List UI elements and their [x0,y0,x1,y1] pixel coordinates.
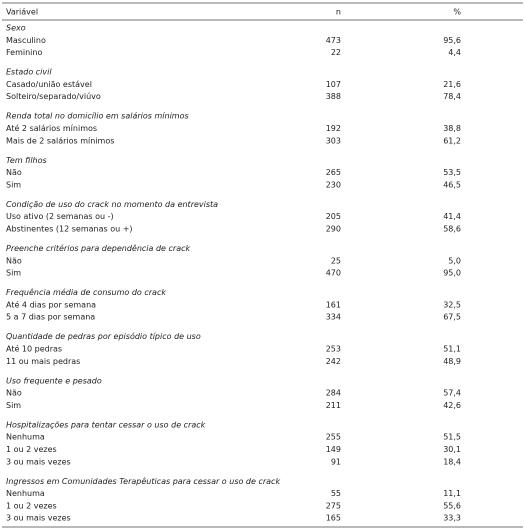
row-n: 290 [326,225,341,234]
group-title: Frequência média de consumo do crack [6,287,166,297]
header-percent: % [453,8,461,17]
row-percent: 57,4 [443,389,461,398]
row-percent: 21,6 [443,80,461,89]
row-percent: 4,4 [448,48,461,57]
row-percent: 67,5 [443,313,461,322]
row-label: Não [6,168,22,177]
group-title: Renda total no domicílio em salários mín… [6,112,189,121]
row-n: 107 [326,80,341,89]
row-label: Uso ativo (2 semanas ou -) [6,212,114,221]
row-percent: 33,3 [443,514,461,523]
row-n: 255 [326,433,341,442]
row-label: Masculino [6,36,46,45]
row-n: 242 [326,357,341,366]
row-n: 470 [326,269,341,278]
group-title: Ingressos em Comunidades Terapêuticas pa… [6,476,280,486]
row-label: 1 ou 2 vezes [6,445,57,454]
row-n: 211 [326,401,341,410]
group-title: Preenche critérios para dependência de c… [6,243,191,253]
row-label: Não [6,389,22,398]
row-label: Nenhuma [6,489,45,498]
row-percent: 51,5 [443,433,461,442]
header-n: n [336,8,341,17]
row-percent: 51,1 [443,345,461,354]
group-title: Condição de uso do crack no momento da e… [6,200,218,209]
row-label: 1 ou 2 vezes [6,501,57,510]
row-percent: 18,4 [443,457,461,466]
row-label: 3 ou mais vezes [6,514,71,523]
row-percent: 95,6 [443,36,461,45]
row-percent: 78,4 [443,92,461,101]
row-label: 11 ou mais pedras [6,357,80,366]
row-percent: 53,5 [443,168,461,177]
row-n: 55 [331,489,341,498]
row-n: 149 [326,445,341,454]
row-n: 334 [326,313,341,322]
row-label: Solteiro/separado/viúvo [6,92,101,101]
row-n: 253 [326,345,341,354]
row-percent: 38,8 [443,124,461,133]
row-n: 25 [331,256,341,265]
row-n: 165 [326,514,341,523]
row-label: Abstinentes (12 semanas ou +) [6,225,133,234]
row-label: 5 a 7 dias por semana [6,313,95,322]
row-percent: 11,1 [443,489,461,498]
row-percent: 95,0 [443,269,461,278]
row-label: 3 ou mais vezes [6,457,71,466]
group-title: Hospitalizações para tentar cessar o uso… [6,420,206,429]
row-n: 22 [331,48,341,57]
row-percent: 61,2 [443,136,461,145]
group-title: Estado civil [6,68,52,77]
header-variable: Variável [6,8,38,17]
row-n: 91 [331,457,341,466]
row-label: Até 4 dias por semana [6,299,96,309]
group-title: Sexo [6,24,26,33]
row-percent: 32,5 [443,300,461,309]
row-percent: 58,6 [443,225,461,234]
row-label: Casado/união estável [6,80,92,89]
row-n: 388 [326,92,341,101]
row-label: Não [6,256,22,265]
row-percent: 5,0 [448,256,461,265]
row-n: 205 [326,212,341,221]
row-n: 230 [326,180,341,189]
row-percent: 55,6 [443,501,461,510]
group-title: Quantidade de pedras por episódio típico… [6,331,201,341]
row-label: Até 2 salários mínimos [6,123,97,133]
row-label: Feminino [6,48,42,57]
row-n: 473 [326,36,341,45]
row-n: 303 [326,136,341,145]
row-percent: 42,6 [443,401,461,410]
row-label: Sim [6,269,21,278]
row-percent: 30,1 [443,445,461,454]
row-n: 284 [326,389,341,398]
row-percent: 48,9 [443,357,461,366]
group-title: Tem filhos [6,156,47,165]
row-label: Até 10 pedras [6,344,62,354]
row-label: Nenhuma [6,433,45,442]
group-title: Uso frequente e pesado [6,376,102,385]
row-label: Sim [6,180,21,189]
row-percent: 41,4 [443,212,461,221]
row-label: Mais de 2 salários mínimos [6,136,114,145]
row-label: Sim [6,401,21,410]
row-percent: 46,5 [443,180,461,189]
row-n: 192 [326,124,341,133]
row-n: 161 [326,300,341,309]
row-n: 265 [326,168,341,177]
row-n: 275 [326,501,341,510]
